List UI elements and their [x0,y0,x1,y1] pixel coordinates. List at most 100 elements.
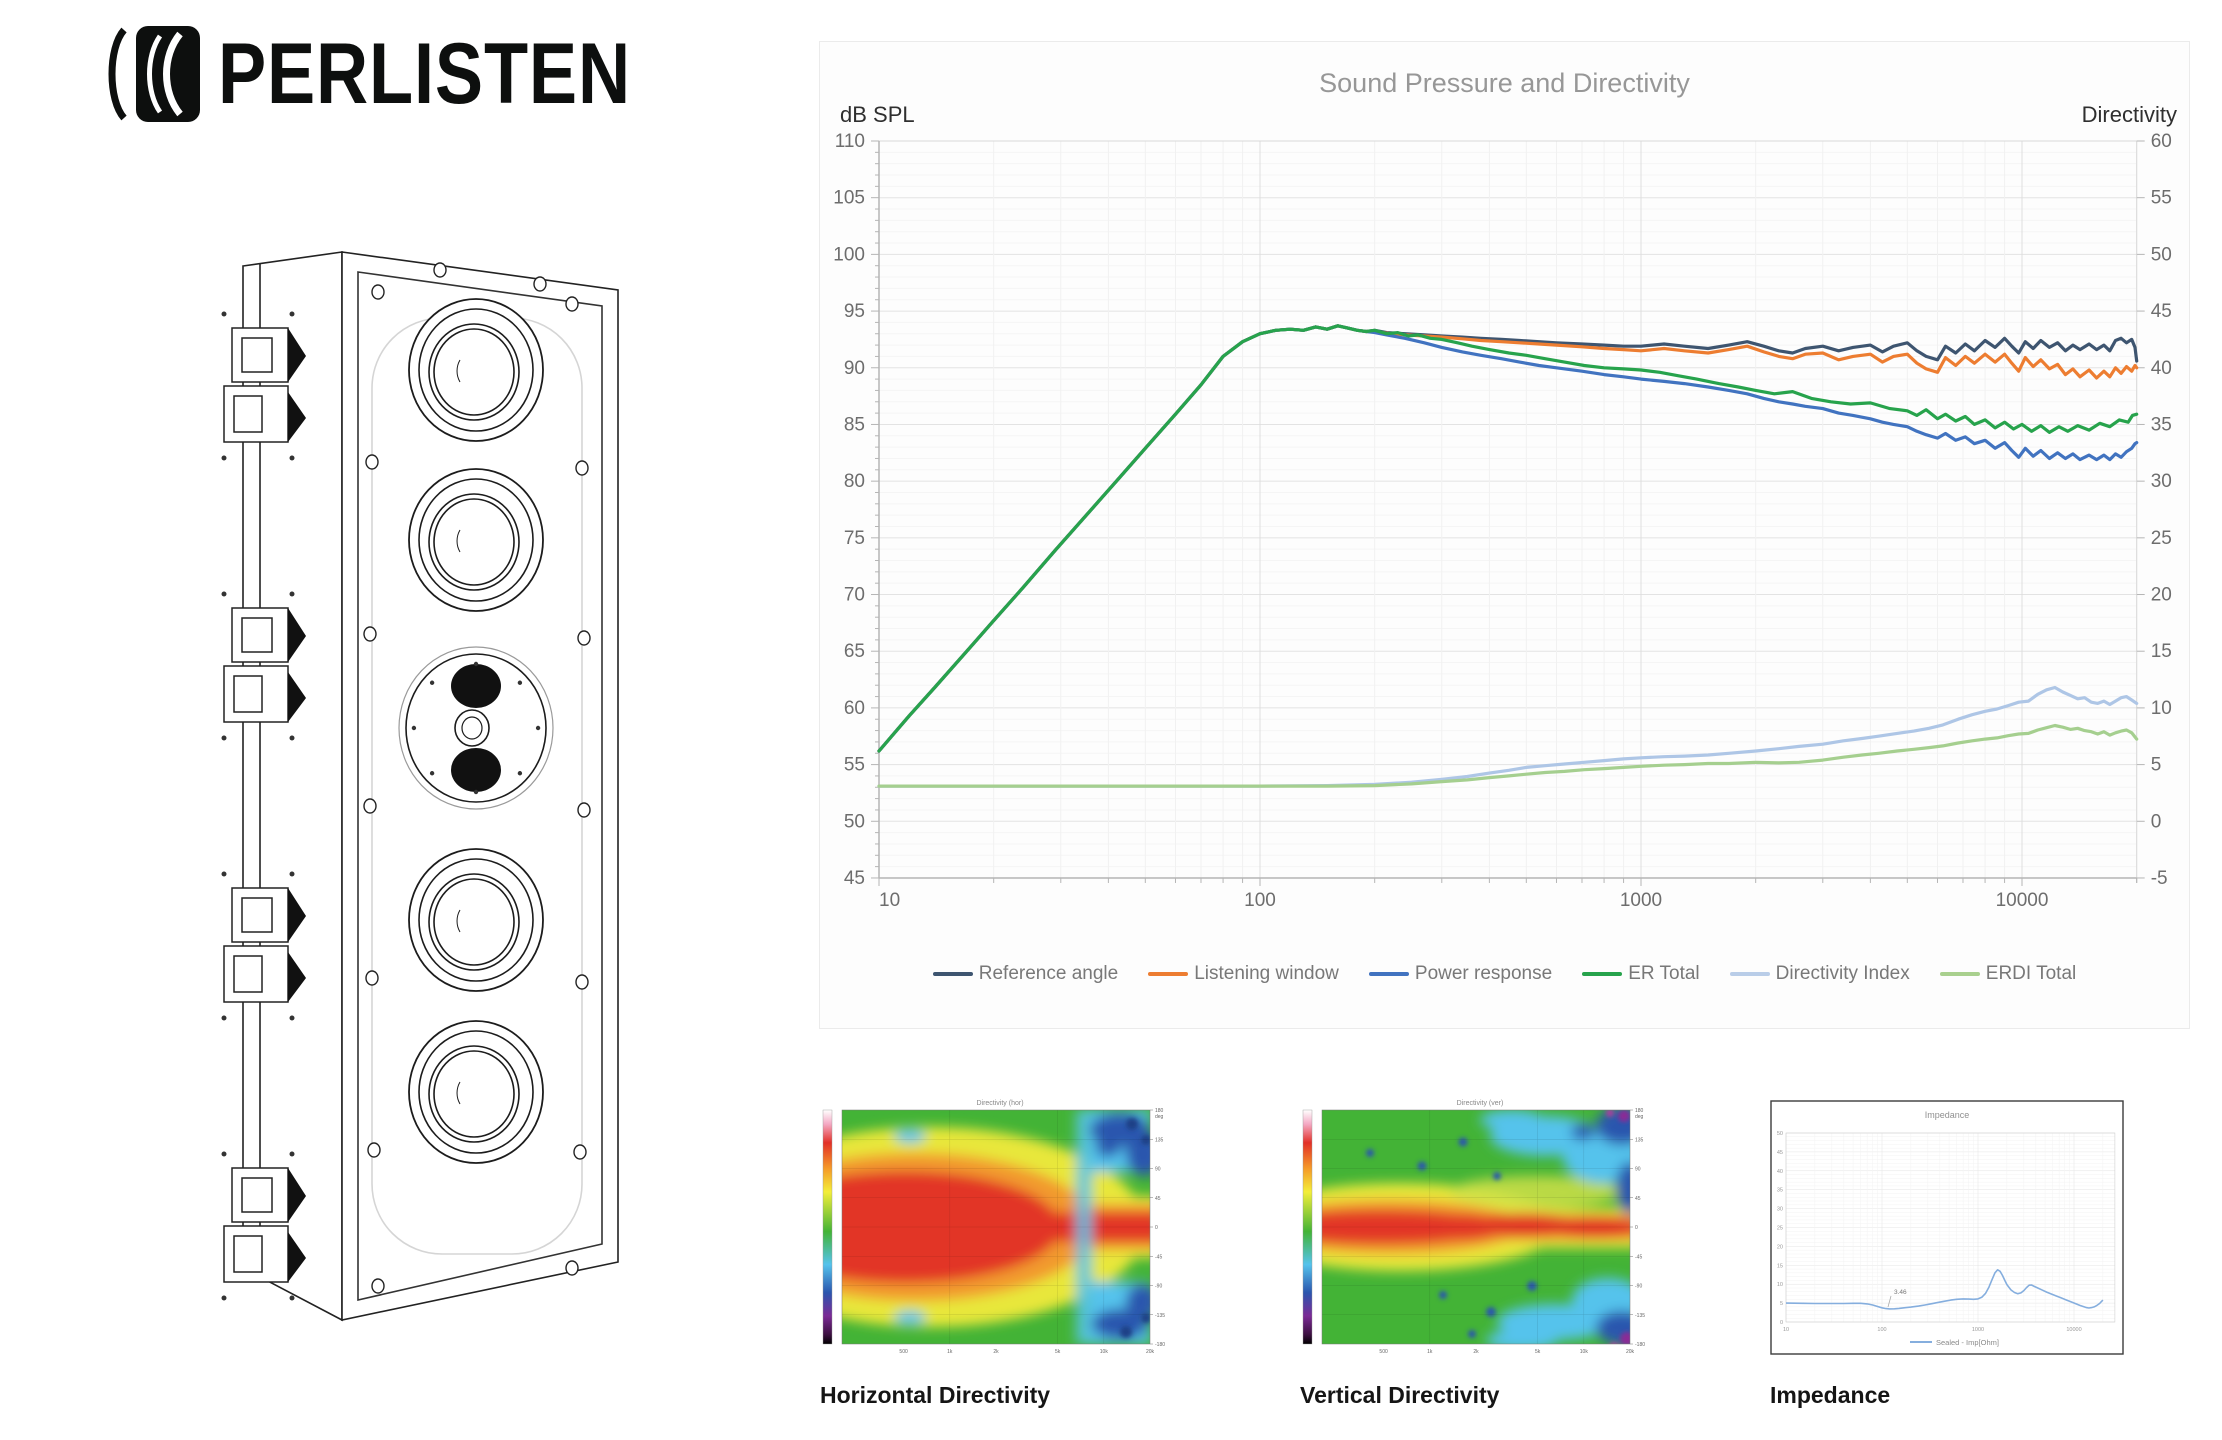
mounting-clamp [221,1151,306,1301]
svg-text:45: 45 [2151,301,2172,322]
svg-text:1k: 1k [947,1349,953,1355]
svg-text:2k: 2k [993,1349,999,1355]
svg-text:500: 500 [899,1349,908,1355]
legend-swatch [932,972,973,976]
svg-text:95: 95 [844,301,865,322]
svg-text:20k: 20k [1626,1349,1635,1355]
svg-text:2k: 2k [1473,1349,1479,1355]
svg-text:-180: -180 [1635,1342,1645,1348]
legend-label: Directivity Index [1775,963,1910,984]
brand-name: PERLISTEN [218,26,631,122]
chart-legend: Reference angle Listening window Power res… [820,963,2189,985]
svg-text:-45: -45 [1635,1254,1642,1260]
legend-item-3: ER Total [1582,963,1700,985]
svg-text:100: 100 [1244,890,1276,911]
colorbar [822,1109,833,1345]
svg-text:35: 35 [1777,1188,1783,1194]
svg-text:-135: -135 [1635,1313,1645,1319]
chart-title: Sound Pressure and Directivity [1319,68,1690,98]
svg-text:10000: 10000 [2066,1327,2081,1333]
svg-text:100: 100 [833,244,865,265]
svg-text:45: 45 [1635,1196,1641,1202]
svg-text:45: 45 [1777,1150,1783,1156]
svg-text:15: 15 [2151,641,2172,662]
svg-text:-180: -180 [1155,1342,1165,1348]
series-directivity-index [877,685,2139,788]
svg-text:10: 10 [1783,1327,1789,1333]
perlisten-logo: PERLISTEN [100,26,710,122]
svg-text:135: 135 [1635,1137,1644,1143]
mounting-clamp [221,871,306,1021]
mounting-clamp [221,591,306,741]
impedance-title: Impedance [1925,1110,1970,1120]
svg-text:25: 25 [2151,528,2172,549]
svg-text:deg: deg [1635,1114,1644,1120]
svg-text:50: 50 [1777,1131,1783,1137]
svg-text:20k: 20k [1146,1349,1155,1355]
svg-text:85: 85 [844,414,865,435]
legend-label: Reference angle [978,963,1119,984]
y-axis-left-label: dB SPL [840,102,915,127]
svg-text:180: 180 [1155,1108,1164,1114]
spl-directivity-panel: Sound Pressure and Directivity dB SPL Di… [819,41,2190,1029]
svg-text:65: 65 [844,641,865,662]
svg-text:10: 10 [2151,698,2172,719]
speaker-line-drawing [221,251,619,1322]
svg-text:-45: -45 [1155,1254,1162,1260]
svg-text:5k: 5k [1055,1349,1061,1355]
svg-text:75: 75 [844,528,865,549]
svg-text:25: 25 [1777,1226,1783,1232]
svg-text:60: 60 [844,698,865,719]
svg-text:180: 180 [1635,1108,1644,1114]
y-axis-right-label: Directivity [2081,102,2177,127]
svg-text:90: 90 [1635,1167,1641,1173]
mounting-clamp [221,311,306,1301]
svg-text:500: 500 [1379,1349,1388,1355]
svg-text:10: 10 [879,890,900,911]
legend-item-2: Power response [1368,963,1553,985]
legend-item-1: Listening window [1148,963,1339,985]
svg-text:5: 5 [2151,755,2162,776]
svg-text:1k: 1k [1427,1349,1433,1355]
svg-text:-5: -5 [2151,868,2168,889]
heatmap-plot [842,1110,1150,1344]
legend-swatch [1368,972,1409,976]
woofer [408,468,544,612]
woofer [408,1020,544,1164]
svg-text:70: 70 [844,585,865,606]
svg-text:45: 45 [1155,1196,1161,1202]
woofer [408,848,544,992]
impedance-annotation: 3.46 [1894,1289,1907,1296]
caption-impedance: Impedance [1770,1382,1891,1408]
svg-text:15: 15 [1777,1263,1783,1269]
svg-text:90: 90 [844,358,865,379]
svg-text:10k: 10k [1100,1349,1109,1355]
svg-text:110: 110 [835,131,865,152]
heatmap-plot [1322,1110,1630,1344]
series-erdi-total [877,723,2139,788]
svg-text:10000: 10000 [1996,890,2049,911]
caption-vertical-directivity: Vertical Directivity [1300,1382,1500,1408]
heatmap-title: Directivity (hor) [976,1100,1023,1107]
legend-item-0: Reference angle [932,963,1119,985]
tweeter-module [398,646,554,810]
svg-text:1000: 1000 [1972,1327,1984,1333]
svg-text:0: 0 [1780,1320,1783,1326]
svg-text:10k: 10k [1580,1349,1589,1355]
svg-text:deg: deg [1155,1114,1164,1120]
legend-label: ER Total [1628,963,1700,984]
svg-text:40: 40 [1777,1169,1783,1175]
legend-swatch [1729,972,1770,976]
caption-horizontal-directivity: Horizontal Directivity [820,1382,1051,1408]
series-er-total [877,324,2139,753]
svg-text:35: 35 [2151,414,2172,435]
svg-text:-135: -135 [1155,1313,1165,1319]
svg-text:20: 20 [2151,585,2172,606]
svg-text:135: 135 [1155,1137,1164,1143]
svg-text:0: 0 [2151,811,2162,832]
legend-label: Power response [1414,963,1553,984]
woofer [408,298,544,442]
